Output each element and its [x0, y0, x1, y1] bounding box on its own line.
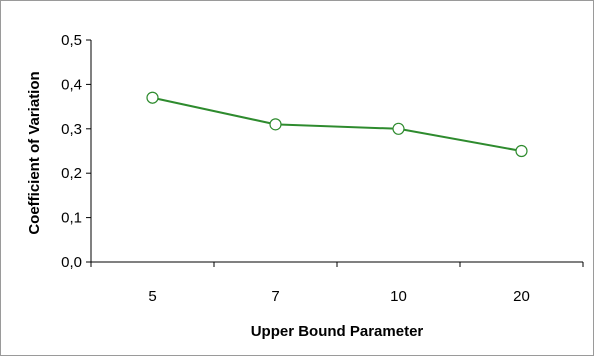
y-axis: 0,0 0,1 0,2 0,3 0,4 0,5	[61, 32, 92, 271]
data-point	[269, 118, 282, 131]
data-point	[146, 91, 159, 104]
y-axis-title: Coefficient of Variation	[26, 71, 43, 234]
x-tick-label: 20	[513, 288, 530, 305]
data-point	[392, 122, 405, 135]
x-tick-label: 5	[148, 288, 156, 305]
y-tick-label: 0,3	[61, 121, 82, 138]
series-layer	[146, 91, 528, 158]
x-axis: 5 7 10 20	[90, 261, 584, 305]
series-line	[152, 96, 522, 152]
y-tick-label: 0,1	[61, 210, 82, 227]
y-tick-label: 0,5	[61, 32, 82, 49]
y-tick-label: 0,2	[61, 165, 82, 182]
x-tick-label: 10	[390, 288, 407, 305]
x-axis-title: Upper Bound Parameter	[251, 323, 424, 340]
data-point	[515, 144, 528, 158]
x-tick-label: 7	[271, 288, 279, 305]
y-tick-label: 0,0	[61, 254, 82, 271]
y-tick-label: 0,4	[61, 76, 82, 93]
